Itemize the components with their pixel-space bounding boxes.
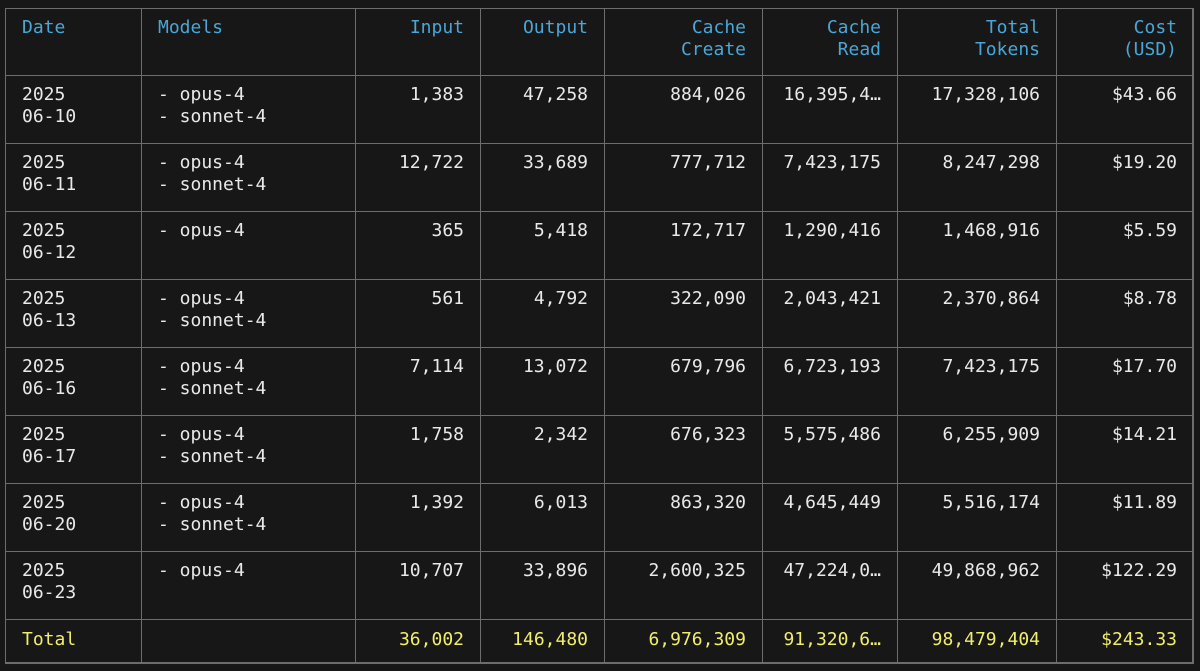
header-output: Output [480,8,605,76]
table-row: 2025 06-11 - opus-4- sonnet-4 12,722 33,6… [5,143,1194,212]
total-output-cell: 146,480 [480,619,605,664]
cache-read-cell: 6,723,193 [762,347,898,416]
input-cell: 561 [355,279,481,348]
total-row: Total 36,002 146,480 6,976,309 91,320,6…… [5,619,1194,664]
date-cell: 2025 06-23 [5,551,142,620]
total-tokens-cell: 17,328,106 [897,75,1057,144]
models-cell: - opus-4- sonnet-4 [141,279,356,348]
header-models: Models [141,8,356,76]
table-row: 2025 06-12 - opus-4 365 5,418 172,717 1,2… [5,211,1194,280]
total-cache-read-cell: 91,320,6… [762,619,898,664]
header-row: Date Models Input Output Cache Create Cac… [5,8,1194,76]
date-cell: 2025 06-20 [5,483,142,552]
cache-read-cell: 47,224,0… [762,551,898,620]
models-cell: - opus-4- sonnet-4 [141,75,356,144]
total-tokens-cell: 7,423,175 [897,347,1057,416]
header-total-tokens: Total Tokens [897,8,1057,76]
cache-read-cell: 7,423,175 [762,143,898,212]
header-cache-read: Cache Read [762,8,898,76]
total-models-cell [141,619,356,664]
cache-read-cell: 16,395,4… [762,75,898,144]
cache-create-cell: 172,717 [604,211,763,280]
table-row: 2025 06-17 - opus-4- sonnet-4 1,758 2,342… [5,415,1194,484]
total-tokens-cell: 6,255,909 [897,415,1057,484]
usage-table: Date Models Input Output Cache Create Cac… [5,8,1194,664]
header-date: Date [5,8,142,76]
output-cell: 33,896 [480,551,605,620]
models-cell: - opus-4- sonnet-4 [141,415,356,484]
date-cell: 2025 06-13 [5,279,142,348]
date-cell: 2025 06-17 [5,415,142,484]
cost-cell: $17.70 [1056,347,1194,416]
table-row: 2025 06-10 - opus-4- sonnet-4 1,383 47,25… [5,75,1194,144]
cache-read-cell: 5,575,486 [762,415,898,484]
input-cell: 10,707 [355,551,481,620]
cache-create-cell: 679,796 [604,347,763,416]
total-tokens-cell: 1,468,916 [897,211,1057,280]
input-cell: 1,383 [355,75,481,144]
input-cell: 1,392 [355,483,481,552]
models-cell: - opus-4- sonnet-4 [141,347,356,416]
cache-read-cell: 4,645,449 [762,483,898,552]
cache-read-cell: 2,043,421 [762,279,898,348]
date-cell: 2025 06-12 [5,211,142,280]
cache-read-cell: 1,290,416 [762,211,898,280]
table-row: 2025 06-23 - opus-4 10,707 33,896 2,600,3… [5,551,1194,620]
cache-create-cell: 676,323 [604,415,763,484]
cache-create-cell: 322,090 [604,279,763,348]
cost-cell: $11.89 [1056,483,1194,552]
total-label: Total [5,619,142,664]
date-cell: 2025 06-10 [5,75,142,144]
date-cell: 2025 06-11 [5,143,142,212]
cost-cell: $19.20 [1056,143,1194,212]
output-cell: 33,689 [480,143,605,212]
models-cell: - opus-4- sonnet-4 [141,483,356,552]
table-row: 2025 06-16 - opus-4- sonnet-4 7,114 13,07… [5,347,1194,416]
output-cell: 4,792 [480,279,605,348]
total-cache-create-cell: 6,976,309 [604,619,763,664]
input-cell: 12,722 [355,143,481,212]
date-cell: 2025 06-16 [5,347,142,416]
total-tokens-cell: 5,516,174 [897,483,1057,552]
total-cost-cell: $243.33 [1056,619,1194,664]
output-cell: 5,418 [480,211,605,280]
cost-cell: $5.59 [1056,211,1194,280]
total-tokens-cell: 49,868,962 [897,551,1057,620]
input-cell: 365 [355,211,481,280]
header-cache-create: Cache Create [604,8,763,76]
total-tokens-cell: 2,370,864 [897,279,1057,348]
cost-cell: $8.78 [1056,279,1194,348]
output-cell: 13,072 [480,347,605,416]
models-cell: - opus-4 [141,211,356,280]
total-input-cell: 36,002 [355,619,481,664]
total-tokens-cell: 8,247,298 [897,143,1057,212]
output-cell: 6,013 [480,483,605,552]
header-cost: Cost (USD) [1056,8,1194,76]
table-body: 2025 06-10 - opus-4- sonnet-4 1,383 47,25… [5,75,1194,664]
table-row: 2025 06-20 - opus-4- sonnet-4 1,392 6,013… [5,483,1194,552]
input-cell: 1,758 [355,415,481,484]
models-cell: - opus-4 [141,551,356,620]
table-row: 2025 06-13 - opus-4- sonnet-4 561 4,792 3… [5,279,1194,348]
output-cell: 2,342 [480,415,605,484]
input-cell: 7,114 [355,347,481,416]
output-cell: 47,258 [480,75,605,144]
cache-create-cell: 863,320 [604,483,763,552]
cache-create-cell: 2,600,325 [604,551,763,620]
models-cell: - opus-4- sonnet-4 [141,143,356,212]
total-tokens-sum-cell: 98,479,404 [897,619,1057,664]
cost-cell: $122.29 [1056,551,1194,620]
cost-cell: $43.66 [1056,75,1194,144]
cost-cell: $14.21 [1056,415,1194,484]
header-input: Input [355,8,481,76]
cache-create-cell: 884,026 [604,75,763,144]
table-header: Date Models Input Output Cache Create Cac… [5,8,1194,76]
cache-create-cell: 777,712 [604,143,763,212]
